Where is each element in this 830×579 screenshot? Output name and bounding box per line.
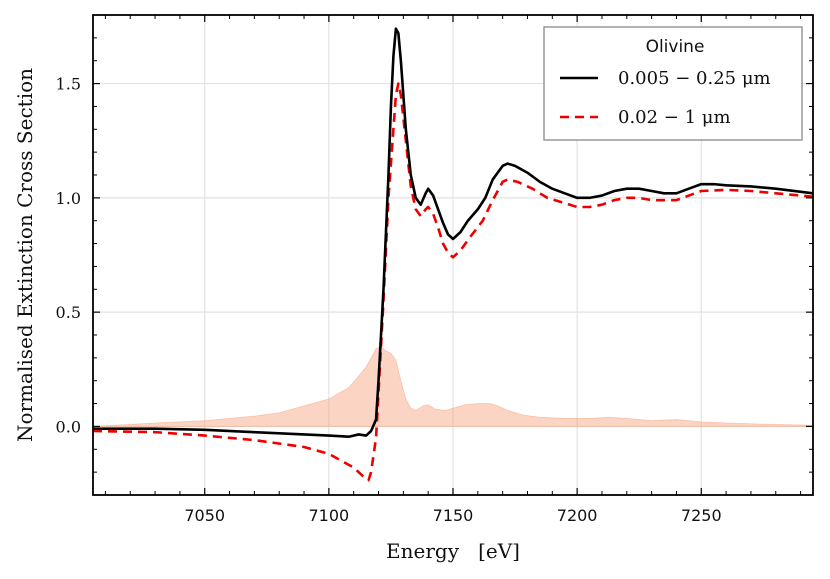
y-axis-label: Normalised Extinction Cross Section <box>13 68 37 442</box>
series-layer <box>92 27 814 482</box>
x-axis-label: Energy [eV] <box>386 539 520 563</box>
legend-entry-series-1: 0.005 − 0.25 μm <box>618 68 771 89</box>
difference-band-layer <box>92 345 814 427</box>
x-tick-label: 7250 <box>681 506 722 525</box>
legend: Olivine 0.005 − 0.25 μm 0.02 − 1 μm <box>543 26 803 141</box>
legend-title: Olivine <box>646 37 705 57</box>
x-tick-label: 7200 <box>557 506 598 525</box>
y-tick-label: 0.5 <box>56 303 81 322</box>
y-tick-label: 1.0 <box>56 189 81 208</box>
difference-band <box>92 345 814 427</box>
series-line-1 <box>93 27 814 439</box>
legend-entry-series-2: 0.02 − 1 μm <box>618 107 731 128</box>
x-tick-label: 7100 <box>309 506 350 525</box>
y-tick-label: 0.0 <box>56 417 81 436</box>
legend-box <box>543 26 803 141</box>
x-tick-label: 7050 <box>184 506 225 525</box>
x-tick-label: 7150 <box>433 506 474 525</box>
y-tick-label: 1.5 <box>56 75 81 94</box>
series-line-2 <box>92 82 814 482</box>
ticks-layer: 7050 7100 7150 7200 7250 0.0 0.5 1.0 1.5 <box>56 14 813 525</box>
